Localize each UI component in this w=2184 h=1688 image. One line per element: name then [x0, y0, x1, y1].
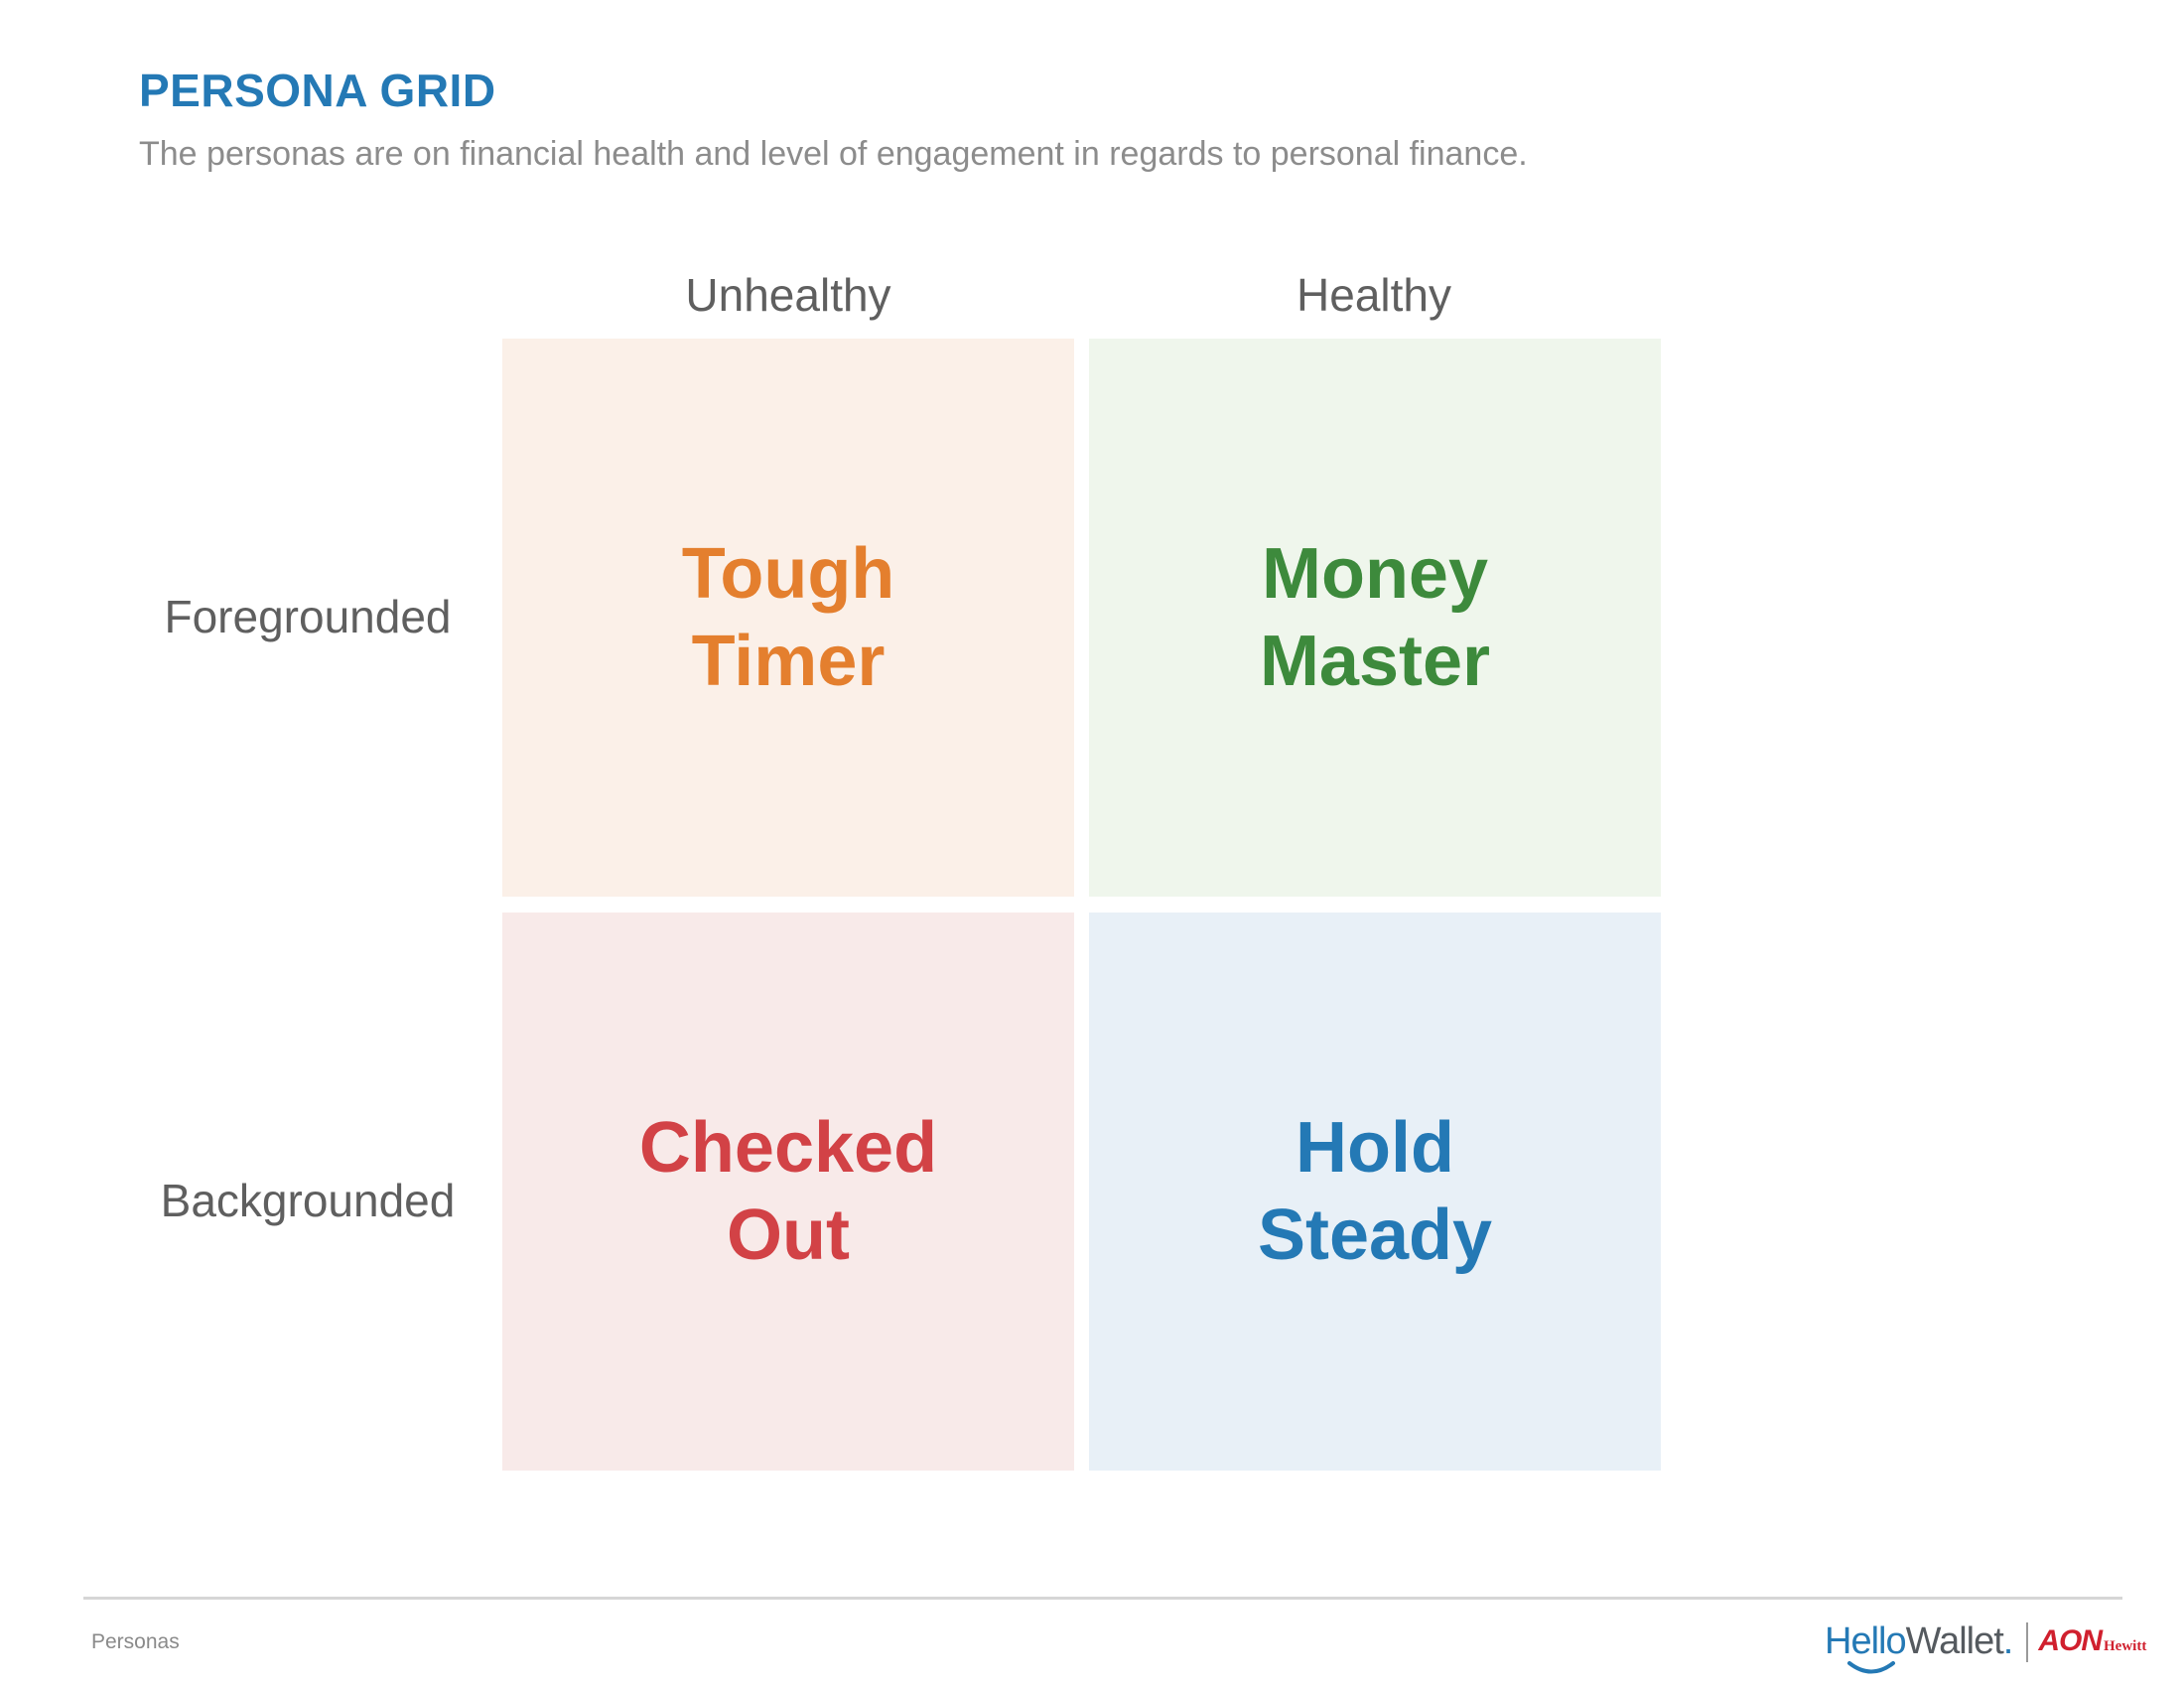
logo-aon-text: AON	[2038, 1624, 2103, 1657]
persona-name-line: Out	[727, 1196, 850, 1275]
quadrant-hold-steady: Hold Steady	[1089, 913, 1661, 1471]
logo-hello-text: Hello	[1825, 1620, 1907, 1662]
logo-wallet-text: Wallet	[1905, 1620, 2004, 1662]
brand-logo: HelloWallet. AON Hewitt	[1825, 1618, 2146, 1678]
quadrant-tough-timer: Tough Timer	[502, 339, 1074, 897]
row-label-foregrounded: Foregrounded	[164, 591, 452, 642]
logo-separator	[2026, 1622, 2029, 1662]
persona-name: Checked Out	[590, 1104, 987, 1279]
persona-name-line: Hold	[1296, 1108, 1454, 1188]
logo-dot-text: .	[2002, 1620, 2014, 1662]
quadrant-checked-out: Checked Out	[502, 913, 1074, 1471]
persona-name-line: Timer	[691, 622, 886, 701]
persona-name-line: Tough	[681, 534, 895, 614]
persona-name: Money Master	[1176, 530, 1573, 705]
page-title: PERSONA GRID	[139, 65, 496, 116]
quadrant-money-master: Money Master	[1089, 339, 1661, 897]
persona-name-line: Money	[1261, 534, 1489, 614]
persona-name-line: Master	[1259, 622, 1491, 701]
persona-name: Tough Timer	[590, 530, 987, 705]
footer-divider	[83, 1597, 2122, 1600]
persona-name-line: Checked	[638, 1108, 938, 1188]
footer-section-label: Personas	[91, 1630, 180, 1653]
persona-name-line: Steady	[1257, 1196, 1493, 1275]
hellowallet-logo: HelloWallet.	[1825, 1618, 2014, 1674]
logo-hewitt-text: Hewitt	[2104, 1638, 2147, 1654]
page-subtitle: The personas are on financial health and…	[139, 135, 1528, 173]
column-label-unhealthy: Unhealthy	[685, 269, 891, 321]
row-label-backgrounded: Backgrounded	[160, 1175, 456, 1226]
persona-name: Hold Steady	[1176, 1104, 1573, 1279]
column-label-healthy: Healthy	[1297, 269, 1451, 321]
smile-icon	[1847, 1661, 1895, 1674]
